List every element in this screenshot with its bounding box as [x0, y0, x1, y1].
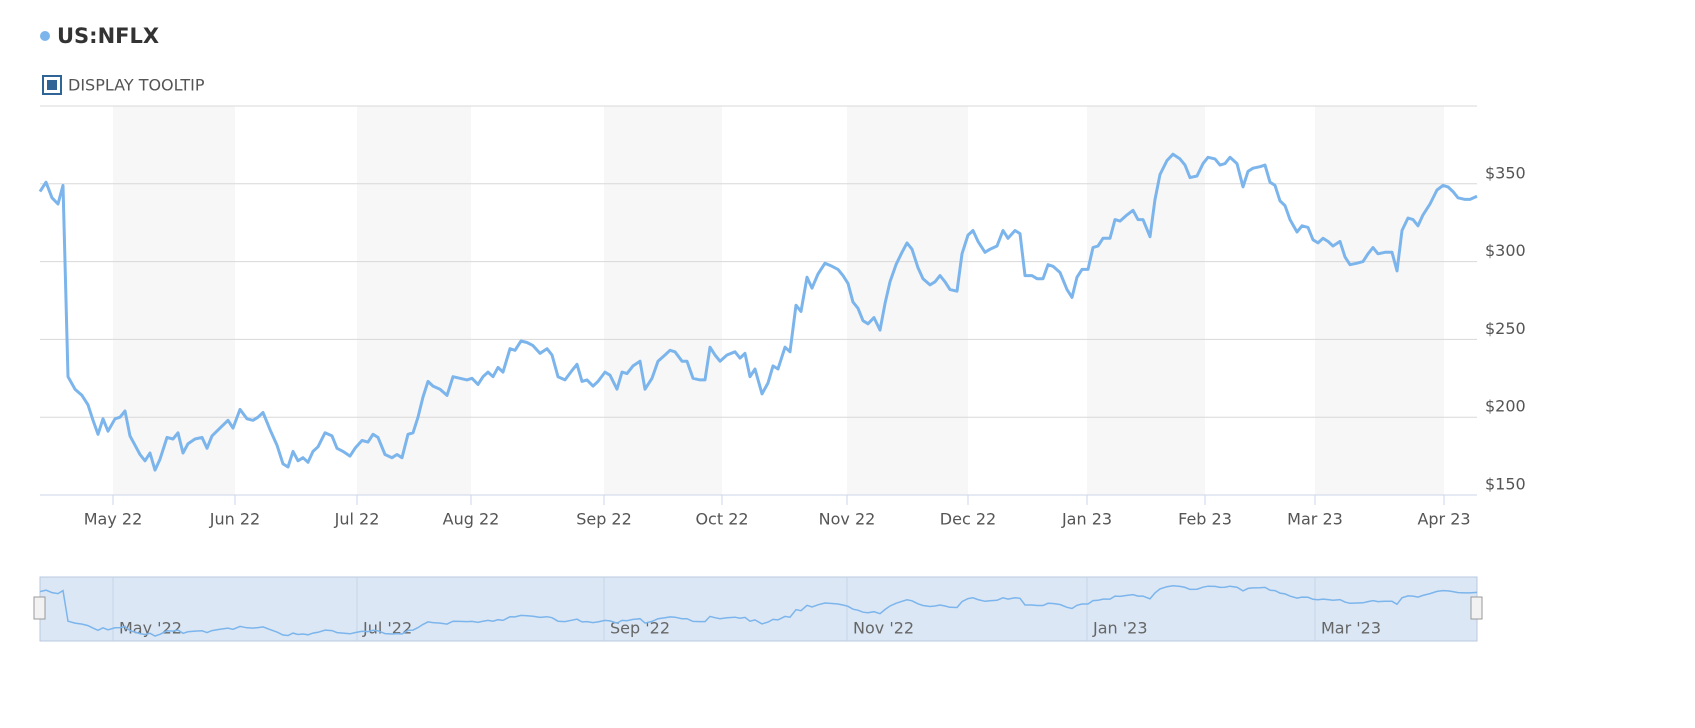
x-tick-label: Nov 22 — [819, 510, 876, 529]
navigator-tick-label: Sep '22 — [610, 619, 670, 638]
x-tick-label: Jan 23 — [1061, 510, 1112, 529]
y-tick-label: $200 — [1485, 397, 1526, 416]
plot-band — [113, 106, 235, 495]
navigator[interactable] — [39, 576, 1478, 642]
legend[interactable]: US:NFLX — [40, 24, 159, 48]
navigator-line — [39, 584, 1478, 637]
checkbox-label: DISPLAY TOOLTIP — [68, 76, 205, 95]
y-tick-label: $350 — [1485, 163, 1526, 182]
x-tick-label: Sep 22 — [576, 510, 632, 529]
legend-marker — [40, 31, 50, 41]
plot-band — [847, 106, 968, 495]
price-line — [38, 152, 1478, 472]
legend-label: US:NFLX — [57, 24, 159, 48]
navigator-tick-label: Jul '22 — [362, 619, 412, 638]
navigator-tick-label: May '22 — [119, 619, 182, 638]
x-tick-label: Apr 23 — [1417, 510, 1470, 529]
x-tick-label: Jun 22 — [209, 510, 260, 529]
navigator-handle-left[interactable] — [33, 596, 46, 620]
x-tick-label: Mar 23 — [1287, 510, 1343, 529]
x-tick-label: Jul 22 — [334, 510, 380, 529]
navigator-handle-right[interactable] — [1470, 596, 1483, 620]
navigator-tick-label: Jan '23 — [1092, 619, 1148, 638]
y-tick-label: $300 — [1485, 241, 1526, 260]
plot-band — [604, 106, 722, 495]
checkbox-check — [47, 80, 57, 90]
navigator-tick-label: Mar '23 — [1321, 619, 1381, 638]
plot-band — [1315, 106, 1444, 495]
x-tick-label: Oct 22 — [695, 510, 748, 529]
x-tick-label: Feb 23 — [1178, 510, 1232, 529]
y-tick-label: $150 — [1485, 475, 1526, 494]
tooltip-toggle[interactable]: DISPLAY TOOLTIP — [42, 75, 205, 95]
y-tick-label: $250 — [1485, 319, 1526, 338]
x-tick-label: Dec 22 — [940, 510, 996, 529]
navigator-tick-label: Nov '22 — [853, 619, 914, 638]
x-tick-label: Aug 22 — [443, 510, 500, 529]
plot-band — [1087, 106, 1205, 495]
x-tick-label: May 22 — [84, 510, 143, 529]
